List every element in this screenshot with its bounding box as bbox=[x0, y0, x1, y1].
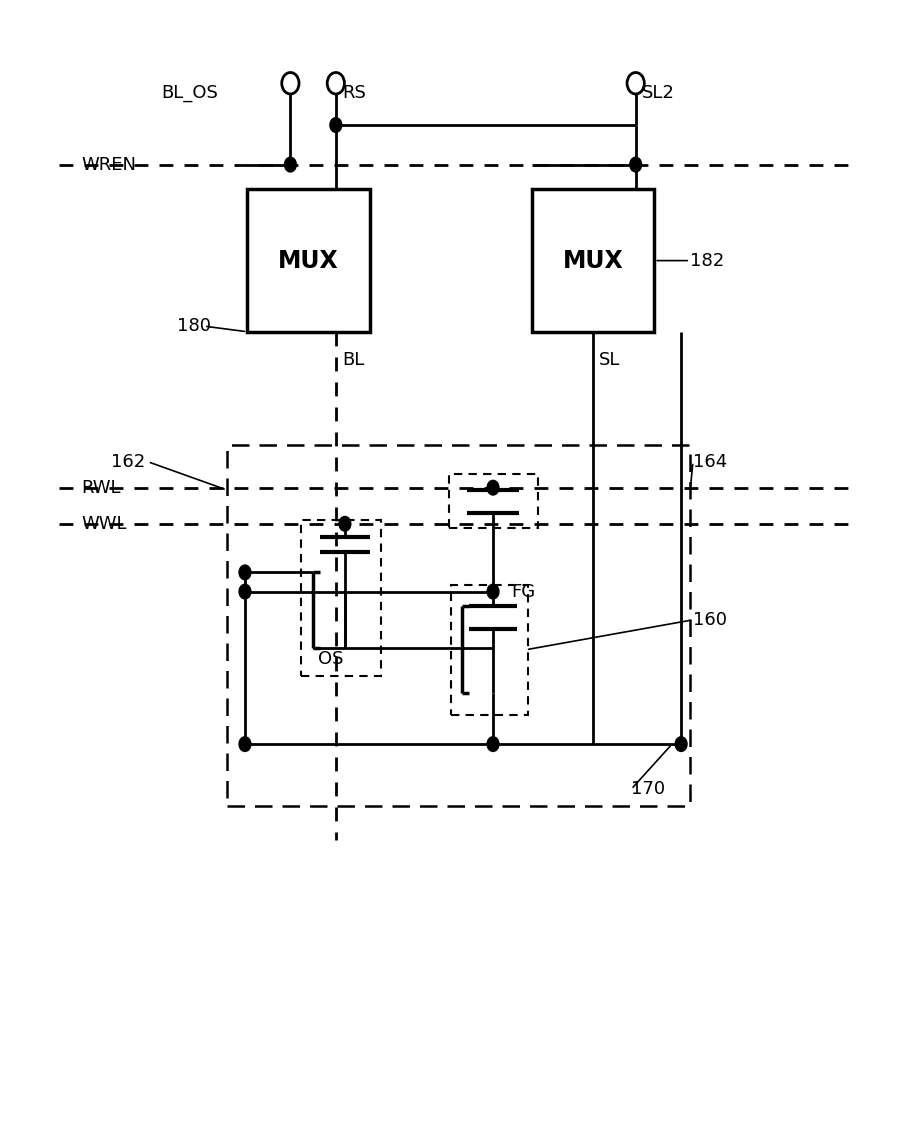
Circle shape bbox=[239, 736, 251, 751]
Circle shape bbox=[487, 736, 499, 751]
Circle shape bbox=[239, 584, 251, 599]
Text: MUX: MUX bbox=[563, 248, 624, 273]
Text: BL_OS: BL_OS bbox=[160, 84, 217, 102]
Text: WWL: WWL bbox=[82, 514, 127, 533]
Text: RWL: RWL bbox=[82, 479, 121, 496]
Text: 180: 180 bbox=[177, 318, 211, 335]
Text: BL: BL bbox=[342, 351, 364, 369]
Circle shape bbox=[330, 117, 342, 132]
Bar bbox=[226, 445, 691, 806]
Text: 160: 160 bbox=[693, 611, 727, 629]
Text: 162: 162 bbox=[111, 453, 146, 471]
Circle shape bbox=[675, 736, 687, 751]
Circle shape bbox=[327, 73, 345, 94]
Circle shape bbox=[284, 157, 296, 172]
Bar bbox=[451, 585, 528, 715]
Text: MUX: MUX bbox=[278, 248, 339, 273]
Circle shape bbox=[487, 480, 499, 495]
Bar bbox=[302, 520, 381, 676]
Text: SL2: SL2 bbox=[642, 84, 675, 102]
Circle shape bbox=[627, 73, 645, 94]
Circle shape bbox=[282, 73, 299, 94]
Text: OS: OS bbox=[317, 651, 343, 668]
Bar bbox=[448, 475, 537, 528]
Text: WREN: WREN bbox=[82, 156, 137, 174]
Text: RS: RS bbox=[342, 84, 366, 102]
Circle shape bbox=[487, 584, 499, 599]
Text: 164: 164 bbox=[693, 453, 727, 471]
Text: 182: 182 bbox=[691, 251, 724, 270]
Circle shape bbox=[239, 566, 251, 579]
Text: 170: 170 bbox=[631, 781, 665, 798]
Bar bbox=[248, 189, 370, 332]
Bar bbox=[532, 189, 655, 332]
Circle shape bbox=[339, 517, 351, 531]
Text: FG: FG bbox=[511, 583, 536, 601]
Circle shape bbox=[630, 157, 642, 172]
Text: SL: SL bbox=[600, 351, 621, 369]
